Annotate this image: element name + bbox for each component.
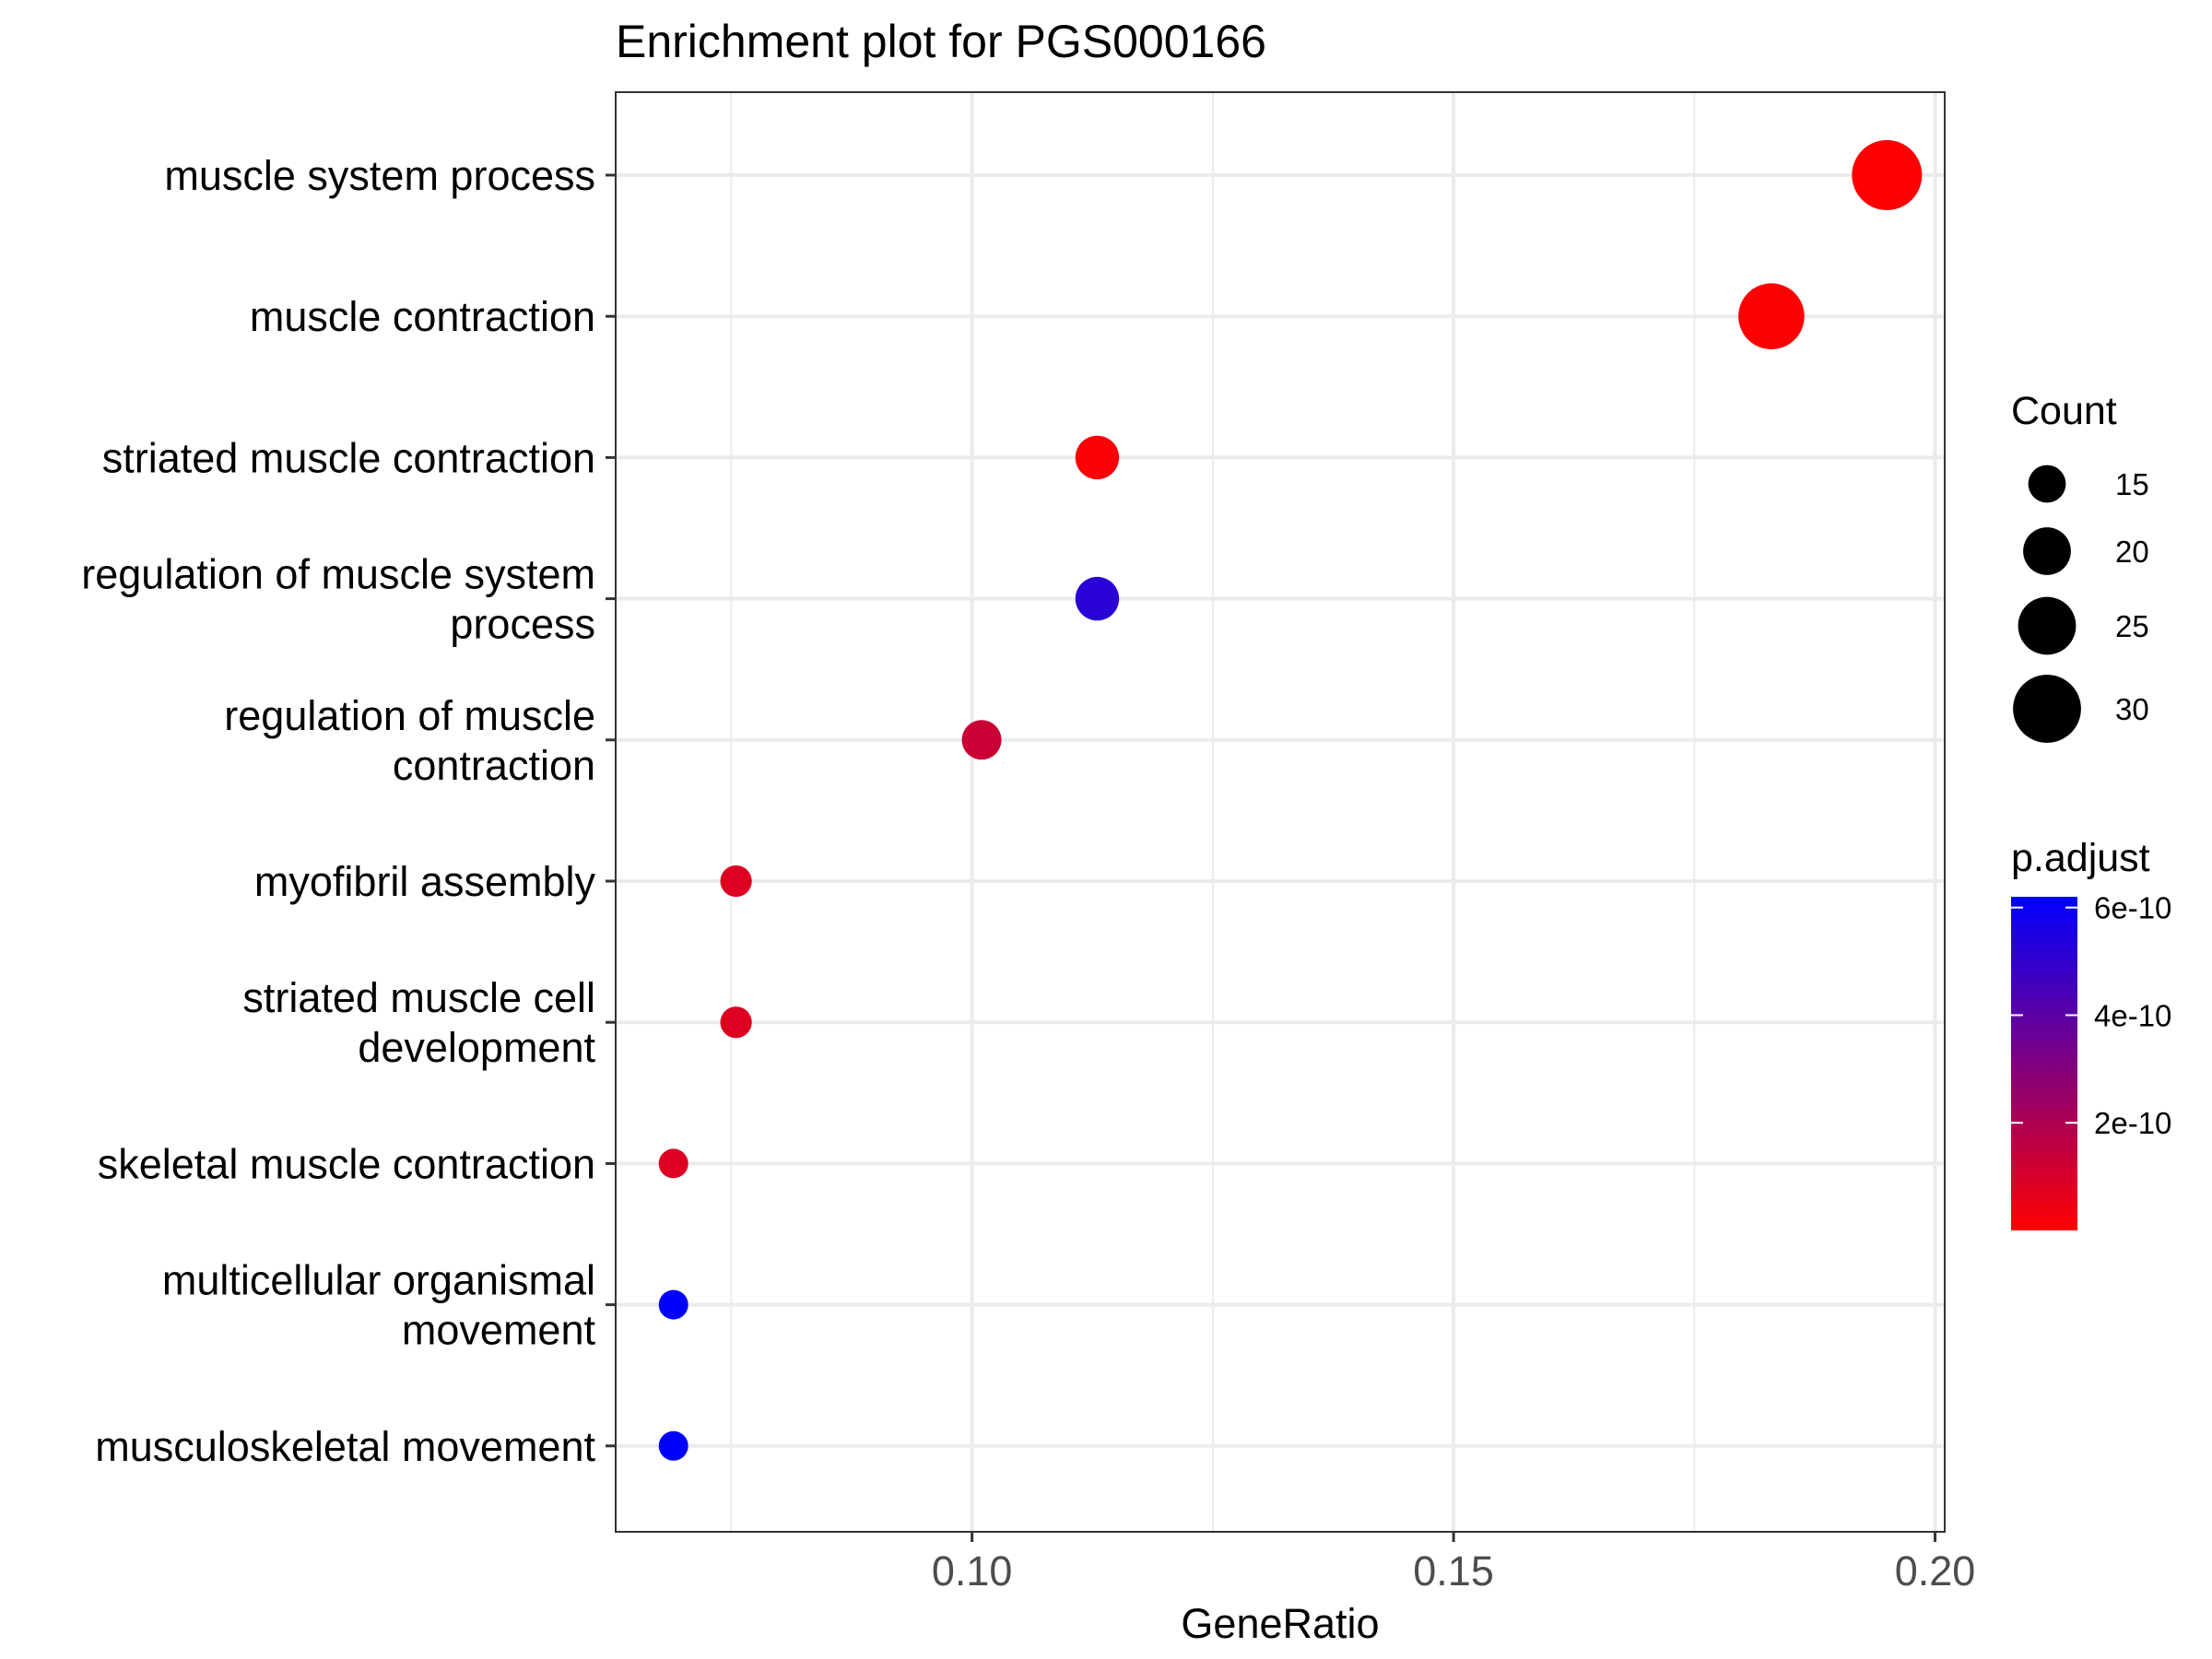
data-point (961, 720, 1002, 760)
y-tick-label: muscle contraction (250, 293, 595, 340)
size-legend-label: 20 (2115, 535, 2149, 569)
y-tick-label-line: skeletal muscle contraction (98, 1140, 595, 1187)
y-tick-label-line: muscle system process (164, 152, 595, 199)
y-tick-label: skeletal muscle contraction (98, 1140, 595, 1187)
data-point (1075, 435, 1120, 480)
y-tick-label-line: regulation of muscle system (81, 551, 595, 598)
y-tick-label-line: movement (402, 1307, 596, 1354)
color-legend-label: 4e-10 (2094, 998, 2171, 1032)
x-tick-label: 0.10 (932, 1547, 1013, 1594)
color-legend: p.adjust 6e-10 4e-10 2e-10 (2011, 836, 2171, 1230)
y-tick-label-line: process (450, 601, 595, 648)
y-axis: muscle system process muscle contraction s… (81, 152, 616, 1470)
y-tick-label: multicellular organismal movement (162, 1257, 596, 1354)
y-tick-label-line: development (358, 1024, 595, 1071)
size-legend-title: Count (2011, 389, 2117, 433)
plot-panel-border (615, 91, 1946, 1533)
data-point (1852, 140, 1923, 210)
size-legend-key (2023, 527, 2071, 575)
y-tick-label: striated muscle cell development (242, 974, 595, 1071)
size-legend: Count 15 20 25 30 (2011, 389, 2149, 743)
data-point (658, 1148, 688, 1179)
data-point (1738, 283, 1805, 350)
data-points (658, 140, 1923, 1461)
x-tick-label: 0.15 (1413, 1547, 1494, 1594)
y-tick-label: musculoskeletal movement (95, 1423, 595, 1470)
chart-title: Enrichment plot for PGS000166 (616, 16, 1266, 67)
color-legend-label: 6e-10 (2094, 891, 2171, 925)
size-legend-label: 30 (2115, 692, 2149, 726)
y-tick-label-line: multicellular organismal (162, 1257, 595, 1304)
data-point (658, 1289, 688, 1320)
x-axis: 0.10 0.15 0.20 (932, 1532, 1976, 1594)
data-point (720, 1006, 752, 1039)
x-tick-label: 0.20 (1895, 1547, 1976, 1594)
y-tick-label: regulation of muscle system process (81, 551, 595, 648)
size-legend-key (2028, 465, 2066, 503)
y-tick-label-line: muscle contraction (250, 293, 595, 340)
size-legend-key (2013, 675, 2081, 743)
grid-lines (616, 92, 1945, 1532)
y-tick-label-line: musculoskeletal movement (95, 1423, 595, 1470)
y-tick-label: regulation of muscle contraction (224, 692, 595, 789)
color-legend-title: p.adjust (2011, 836, 2150, 880)
y-tick-label-line: striated muscle cell (242, 974, 595, 1021)
color-legend-label: 2e-10 (2094, 1106, 2171, 1140)
y-tick-label-line: striated muscle contraction (102, 434, 595, 481)
y-tick-label: myofibril assembly (254, 858, 596, 905)
x-axis-label: GeneRatio (1181, 1600, 1379, 1647)
data-point (1075, 576, 1120, 621)
size-legend-key (2018, 596, 2077, 655)
size-legend-label: 15 (2115, 467, 2149, 501)
y-tick-label-line: contraction (393, 742, 595, 789)
y-tick-label: striated muscle contraction (102, 434, 595, 481)
y-tick-label-line: regulation of muscle (224, 692, 595, 739)
color-legend-gradient-bar (2011, 897, 2077, 1230)
data-point (720, 865, 752, 898)
data-point (658, 1430, 688, 1461)
size-legend-label: 25 (2115, 609, 2149, 643)
y-tick-label-line: myofibril assembly (254, 858, 596, 905)
y-tick-label: muscle system process (164, 152, 595, 199)
